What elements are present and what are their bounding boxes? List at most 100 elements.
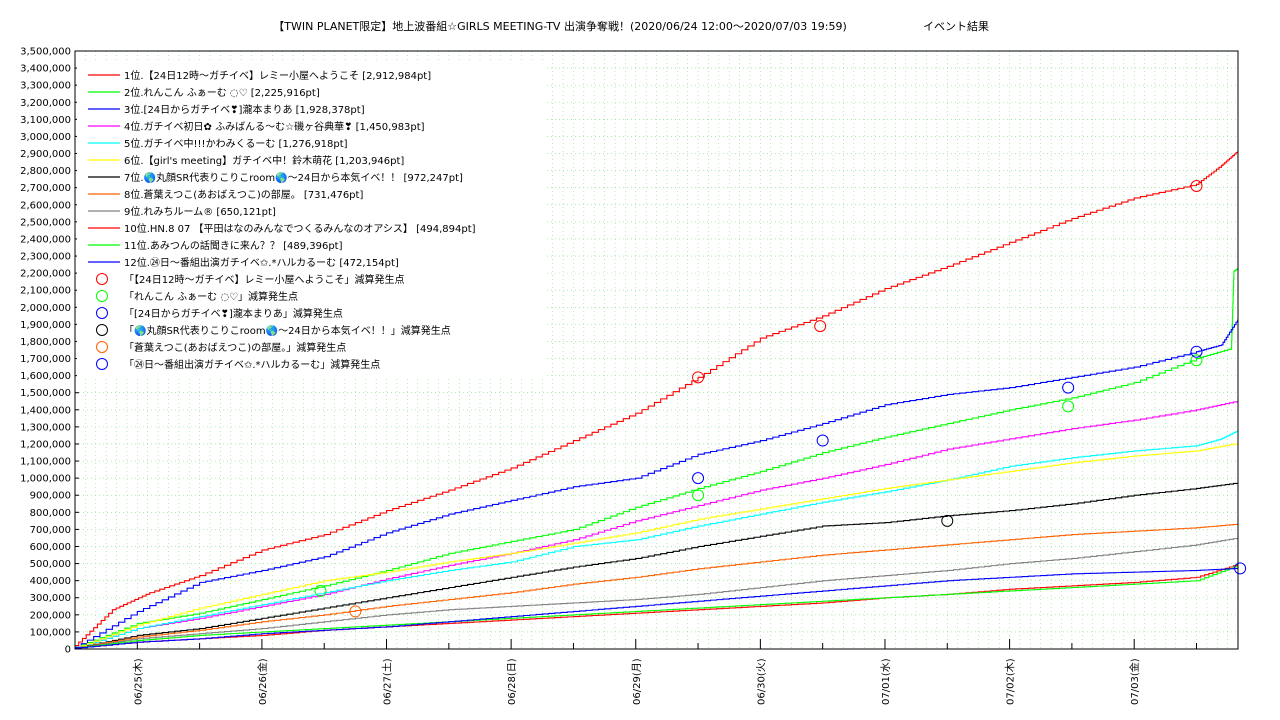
series-line-10 — [75, 564, 1239, 649]
series-line-1 — [75, 151, 1239, 647]
y-tick-label: 2,200,000 — [20, 269, 71, 280]
y-tick-label: 600,000 — [30, 542, 71, 553]
y-tick-label: 3,200,000 — [20, 98, 71, 109]
y-tick-label: 2,700,000 — [20, 183, 71, 194]
marker-point-3 — [1062, 381, 1075, 394]
series-line-6 — [75, 443, 1239, 649]
legend-label: 1位.【24日12時〜ガチイベ】レミー小屋へようこそ [2,912,984pt] — [124, 69, 431, 82]
marker-point-4 — [941, 514, 954, 527]
y-tick-label: 1,200,000 — [20, 439, 71, 450]
legend-label: 2位.れんこん ふぁーむ ◌♡ [2,225,916pt] — [124, 86, 320, 99]
legend: 1位.【24日12時〜ガチイベ】レミー小屋へようこそ [2,912,984pt]… — [88, 69, 476, 371]
marker-point-3 — [1190, 345, 1203, 358]
x-axis: 06/25(木) 06/26(金) 06/27(土) 06/28(日) 06/29(月)… — [74, 639, 1198, 705]
y-tick-label: 300,000 — [30, 593, 71, 604]
legend-marker — [96, 273, 108, 285]
x-tick-label: 07/02(木) — [1005, 658, 1017, 705]
legend-label: 8位.蒼葉えつこ(あおばえつこ)の部屋。 [731,476pt] — [124, 188, 363, 201]
y-axis: 0 100,000 200,000 300,000 400,000 500,000 600,… — [20, 47, 79, 656]
y-tick-label: 1,300,000 — [20, 422, 71, 433]
series-line-4 — [75, 401, 1239, 649]
plot-frame — [74, 50, 1239, 650]
legend-label: 「㉔日〜番組出演ガチイベ✩.*ハルカるーむ」減算発生点 — [124, 358, 380, 371]
y-tick-label: 200,000 — [30, 610, 71, 621]
legend-marker — [96, 341, 108, 353]
y-tick-label: 2,300,000 — [20, 252, 71, 263]
y-tick-label: 2,000,000 — [20, 303, 71, 314]
series-line-2 — [75, 268, 1239, 648]
legend-label: 10位.HN.8 07 【平田はなのみんなでつくるみんなのオアシス】 [494,… — [124, 222, 476, 235]
marker-point-2 — [314, 584, 327, 597]
marker-point-2 — [1190, 354, 1203, 367]
y-tick-label: 1,700,000 — [20, 354, 71, 365]
y-tick-label: 2,800,000 — [20, 166, 71, 177]
legend-label: 「蒼葉えつこ(あおばえつこ)の部屋。」減算発生点 — [124, 341, 346, 354]
marker-point-1 — [814, 320, 827, 333]
marker-point-1 — [692, 371, 705, 384]
y-tick-label: 400,000 — [30, 576, 71, 587]
y-tick-label: 1,400,000 — [20, 405, 71, 416]
chart-title: 【TWIN PLANET限定】地上波番組☆GIRLS MEETING-TV 出演… — [273, 19, 846, 33]
y-tick-label: 3,400,000 — [20, 64, 71, 75]
y-tick-label: 800,000 — [30, 508, 71, 519]
chart-subtitle: イベント結果 — [923, 19, 989, 33]
marker-point-1 — [1190, 179, 1203, 192]
y-tick-label: 3,000,000 — [20, 132, 71, 143]
legend-label: 4位.ガチイベ初日✿ ふみばんる〜む☆磯ヶ谷典華❣ [1,450,983pt] — [124, 120, 425, 133]
y-tick-label: 1,800,000 — [20, 337, 71, 348]
marker-point-6 — [1234, 562, 1247, 575]
legend-label: 6位.【girl's meeting】ガチイベ中！鈴木萌花 [1,203,946… — [124, 154, 404, 167]
y-tick-label: 1,900,000 — [20, 320, 71, 331]
y-tick-label: 2,500,000 — [20, 217, 71, 228]
y-tick-label: 1,000,000 — [20, 474, 71, 485]
x-tick-label: 06/27(土) — [381, 658, 394, 705]
y-tick-label: 100,000 — [30, 627, 71, 638]
y-tick-label: 3,500,000 — [20, 47, 71, 58]
x-tick-label: 06/26(金) — [256, 658, 269, 705]
legend-marker — [96, 324, 108, 336]
legend-label: 9位.れみちルーム® [650,121pt] — [124, 205, 276, 218]
series-line-9 — [75, 537, 1239, 649]
x-tick-label: 07/03(金) — [1128, 658, 1141, 705]
marker-point-2 — [1062, 400, 1075, 413]
y-tick-label: 0 — [65, 645, 71, 656]
legend-label: 「🌎丸顔SR代表りこりこroom🌎〜24日から本気イベ！！」減算発生点 — [124, 324, 451, 337]
legend-label: 「れんこん ふぁーむ ◌♡」減算発生点 — [124, 290, 298, 303]
legend-label: 「[24日からガチイベ❣]瀧本まりあ」減算発生点 — [124, 307, 343, 320]
x-tick-label: 06/29(月) — [631, 658, 643, 705]
legend-marker — [96, 307, 108, 319]
series-line-8 — [75, 523, 1239, 649]
y-tick-label: 1,500,000 — [20, 388, 71, 399]
y-tick-label: 500,000 — [30, 559, 71, 570]
series-lines — [75, 151, 1239, 649]
y-tick-label: 3,300,000 — [20, 81, 71, 92]
legend-label: 7位.🌎丸顔SR代表りこりこroom🌎〜24日から本気イベ！！ [972,247… — [124, 171, 463, 184]
x-tick-label: 06/25(木) — [132, 658, 144, 705]
y-tick-label: 1,600,000 — [20, 371, 71, 382]
marker-point-5 — [349, 605, 362, 618]
marker-point-3 — [816, 434, 829, 447]
series-line-12 — [75, 568, 1239, 649]
x-tick-label: 07/01(水) — [880, 658, 892, 705]
marker-point-2 — [692, 489, 705, 502]
y-tick-label: 900,000 — [30, 491, 71, 502]
legend-background — [77, 60, 545, 378]
y-tick-label: 2,100,000 — [20, 286, 71, 297]
y-tick-label: 2,400,000 — [20, 234, 71, 245]
x-tick-label: 06/30(火) — [755, 658, 767, 705]
legend-label: 「【24日12時〜ガチイベ】レミー小屋へようこそ」減算発生点 — [124, 273, 404, 286]
decrement-markers — [314, 179, 1247, 618]
series-line-7 — [75, 482, 1239, 649]
marker-point-3 — [692, 472, 705, 485]
y-tick-label: 700,000 — [30, 525, 71, 536]
y-tick-label: 2,900,000 — [20, 149, 71, 160]
legend-label: 3位.[24日からガチイベ❣]瀧本まりあ [1,928,378pt] — [124, 103, 365, 116]
series-line-11 — [75, 565, 1239, 649]
series-line-5 — [75, 430, 1239, 649]
y-tick-label: 1,100,000 — [20, 457, 71, 468]
x-tick-label: 06/28(日) — [507, 658, 518, 705]
legend-label: 11位.あみつんの話聞きに来ん？？ [489,396pt] — [124, 239, 343, 252]
legend-label: 12位.㉔日〜番組出演ガチイベ✩.*ハルカるーむ [472,154pt] — [124, 256, 399, 269]
legend-marker — [96, 290, 108, 302]
